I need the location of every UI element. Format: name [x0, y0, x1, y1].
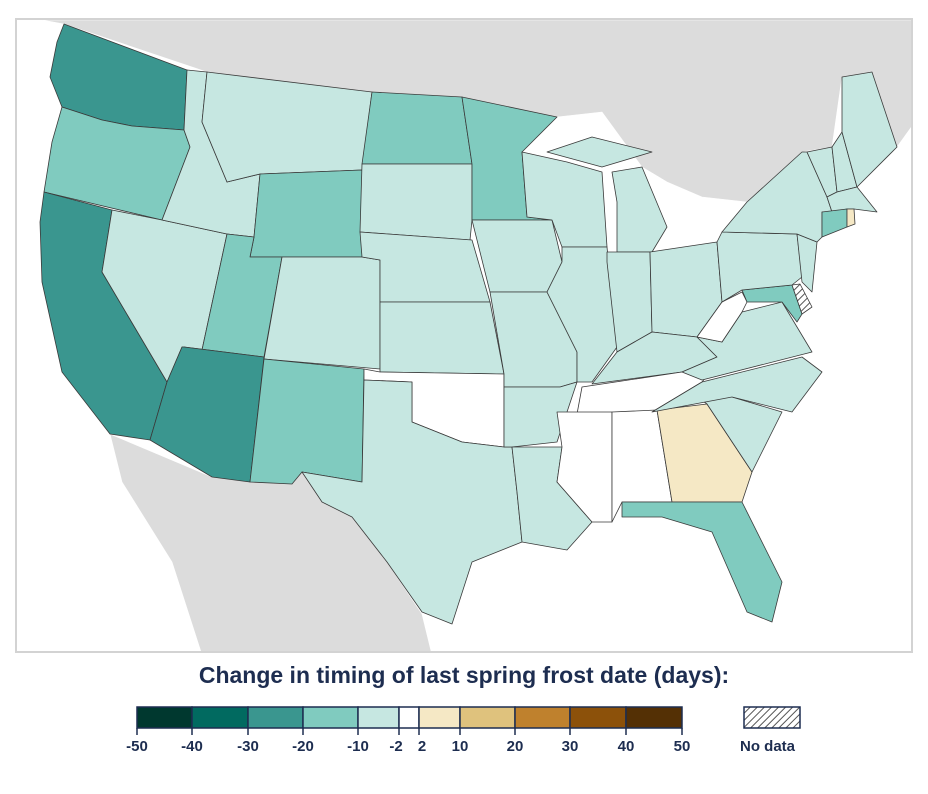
no-data-label: No data: [740, 738, 796, 755]
state-co: [263, 256, 381, 370]
legend-swatch: [398, 706, 420, 729]
state-wy: [249, 169, 363, 258]
legend-title: Change in timing of last spring frost da…: [198, 662, 730, 688]
us-map: [17, 20, 911, 651]
state-ga: [656, 403, 753, 503]
no-data-swatch: [743, 706, 801, 729]
legend-tick-label: -30: [237, 738, 259, 755]
legend-swatch: [191, 706, 249, 729]
state-ia: [471, 219, 563, 293]
state-nc: [651, 356, 823, 413]
state-nm: [249, 358, 365, 485]
legend-swatch: [357, 706, 400, 729]
state-me: [841, 71, 898, 188]
legend-swatch: [459, 706, 516, 729]
legend-swatch: [247, 706, 304, 729]
state-mi: [546, 136, 653, 168]
state-fl: [621, 501, 783, 623]
legend-swatch: [625, 706, 683, 729]
legend-tick-label: -20: [292, 738, 314, 755]
state-ri: [846, 208, 856, 228]
legend-tick-label: 40: [617, 738, 635, 755]
legend-tick-label: -50: [126, 738, 148, 755]
state-ks: [379, 301, 505, 375]
legend-tick-label: 20: [506, 738, 524, 755]
legend-tick-label: 10: [451, 738, 469, 755]
legend-tick-label: -40: [181, 738, 203, 755]
legend-swatch: [418, 706, 461, 729]
state-mi: [611, 166, 668, 253]
legend-tick-label: 2: [417, 738, 427, 755]
legend-swatch: [569, 706, 627, 729]
legend-swatch: [514, 706, 571, 729]
state-de: [791, 283, 813, 315]
legend-tick-label: 50: [673, 738, 691, 755]
legend-swatch: [136, 706, 193, 729]
legend-tick-label: -10: [347, 738, 369, 755]
state-nd: [361, 91, 473, 165]
state-tx: [301, 379, 523, 625]
state-sd: [359, 163, 473, 241]
state-ct: [821, 208, 848, 238]
legend-swatch: [302, 706, 359, 729]
legend-tick-label: -2: [389, 738, 403, 755]
state-nj: [796, 233, 818, 293]
legend-tick-label: 30: [561, 738, 579, 755]
map-frame: [15, 18, 913, 653]
state-ar: [503, 381, 578, 448]
